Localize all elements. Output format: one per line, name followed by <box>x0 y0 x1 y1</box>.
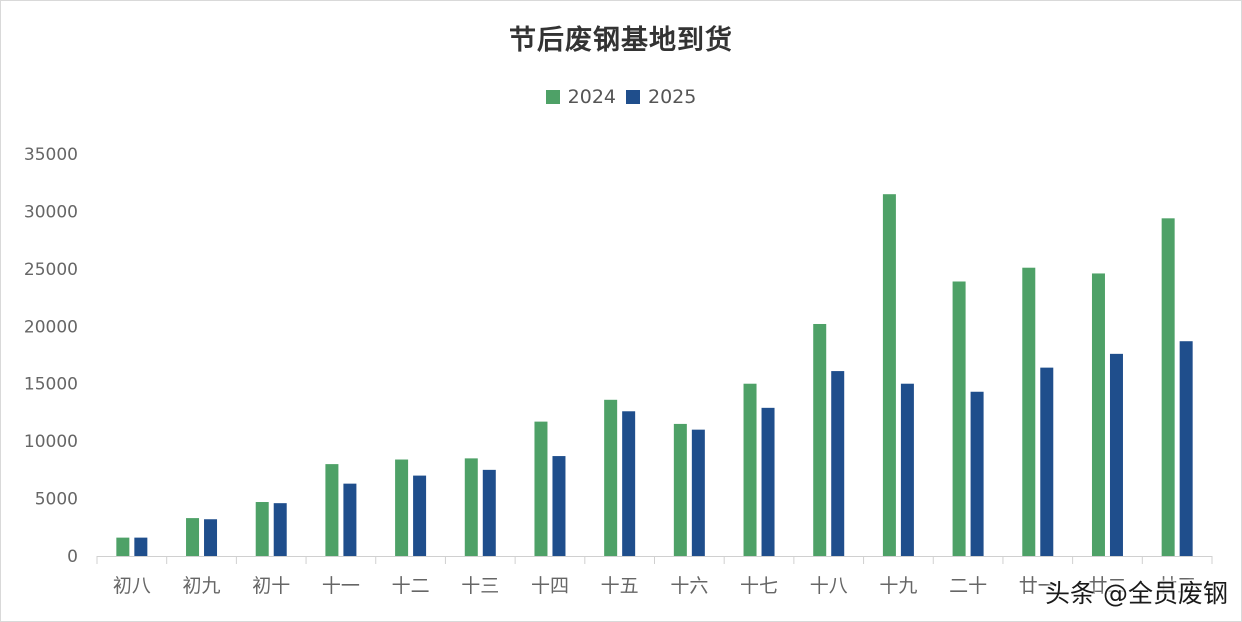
bar-2025-7 <box>552 456 566 556</box>
bar-2024-14 <box>1022 267 1036 556</box>
bar-2025-13 <box>970 391 984 556</box>
legend-label-2025: 2025 <box>648 86 697 108</box>
y-tick-label: 25000 <box>24 260 78 280</box>
bar-2025-11 <box>831 371 845 556</box>
legend-item-2024: 2024 <box>545 86 616 108</box>
bar-2024-5 <box>395 459 409 556</box>
y-tick-label: 0 <box>67 547 78 567</box>
bar-2025-10 <box>761 407 775 556</box>
x-tick-label: 十七 <box>740 575 778 597</box>
bar-2024-16 <box>1161 218 1175 556</box>
x-tick-label: 初八 <box>113 575 151 597</box>
bar-2025-12 <box>900 383 914 556</box>
x-tick-label: 十四 <box>531 575 569 597</box>
x-tick-label: 廿三 <box>1158 575 1196 597</box>
x-tick-label: 十六 <box>670 575 708 597</box>
chart-title: 节后废钢基地到货 <box>509 25 733 56</box>
bar-2025-4 <box>343 483 357 556</box>
bar-2024-1 <box>116 537 130 556</box>
bar-2025-1 <box>134 537 148 556</box>
x-tick-label: 十一 <box>322 575 360 597</box>
x-tick-label: 初十 <box>252 575 290 597</box>
legend-swatch-2024 <box>545 90 560 104</box>
bar-2024-8 <box>604 399 618 556</box>
bar-2024-10 <box>743 383 757 556</box>
bar-2024-7 <box>534 421 548 556</box>
bar-2024-11 <box>813 323 827 556</box>
y-tick-label: 15000 <box>24 375 78 395</box>
x-tick-label: 十三 <box>461 575 499 597</box>
legend-swatch-2025 <box>626 90 640 104</box>
bar-2024-3 <box>255 502 269 556</box>
bar-2025-8 <box>622 411 636 556</box>
y-tick-label: 35000 <box>24 145 78 165</box>
watermark-text: 头条 @全员废钢 <box>1045 579 1228 608</box>
bar-2024-15 <box>1091 273 1105 556</box>
bar-2024-4 <box>325 464 339 556</box>
x-tick-label: 二十 <box>949 575 987 597</box>
bar-2025-2 <box>204 519 218 556</box>
x-tick-label: 十五 <box>601 575 639 597</box>
bar-2025-16 <box>1179 341 1193 556</box>
bar-2024-2 <box>186 518 200 556</box>
x-tick-label: 十二 <box>392 575 430 597</box>
x-tick-label: 十九 <box>879 575 917 597</box>
bar-2024-12 <box>882 194 896 556</box>
bar-2025-9 <box>691 429 705 556</box>
bar-2025-14 <box>1040 367 1054 556</box>
bar-2025-6 <box>482 469 496 556</box>
y-tick-label: 10000 <box>24 432 78 452</box>
chart-legend: 2024 2025 <box>0 86 1242 108</box>
bar-2024-9 <box>673 423 687 556</box>
y-tick-label: 5000 <box>35 490 78 510</box>
x-tick-label: 廿一 <box>1019 575 1057 597</box>
legend-label-2024: 2024 <box>567 86 616 108</box>
bar-2025-15 <box>1109 353 1123 556</box>
x-tick-label: 廿二 <box>1088 575 1126 597</box>
y-tick-label: 30000 <box>24 202 78 222</box>
x-tick-label: 初九 <box>183 575 221 597</box>
bar-2024-13 <box>952 281 966 556</box>
y-tick-label: 20000 <box>24 317 78 337</box>
bar-2025-5 <box>413 475 427 556</box>
legend-item-2025: 2025 <box>626 86 696 108</box>
bar-2024-6 <box>464 458 478 556</box>
x-tick-label: 十八 <box>810 575 848 597</box>
bar-2025-3 <box>273 503 287 556</box>
